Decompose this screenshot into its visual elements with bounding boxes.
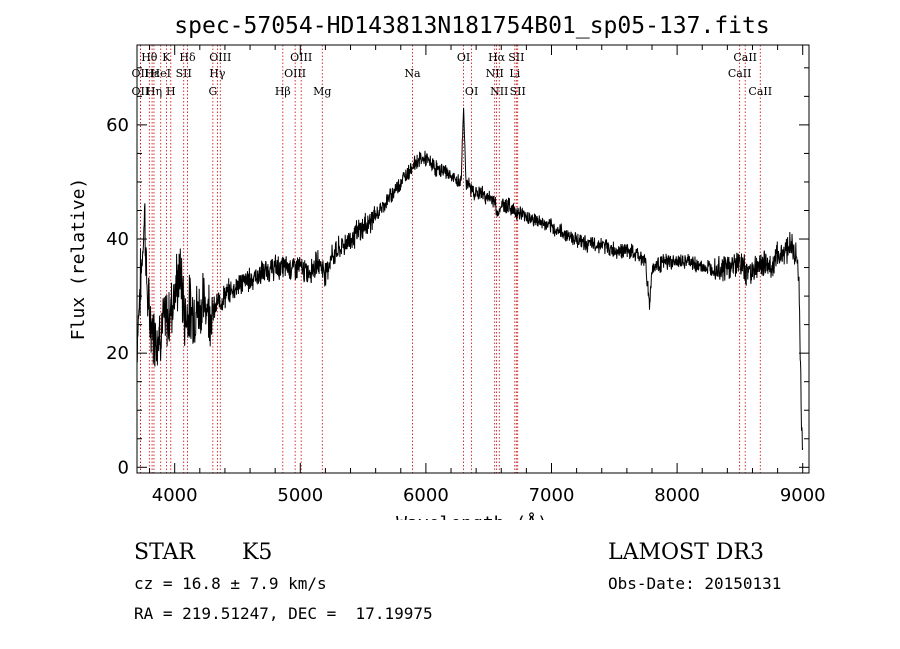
survey-name: LAMOST DR3 — [608, 540, 764, 565]
obs-date: Obs-Date: 20150131 — [608, 574, 782, 593]
line-label-23: Li — [509, 67, 520, 80]
spectrum-line — [136, 107, 804, 450]
subclass: K5 — [242, 540, 273, 565]
line-label-13: OIII — [290, 51, 312, 64]
line-label-28: CaII — [748, 85, 772, 98]
y-tick-label-3: 60 — [106, 115, 129, 136]
line-label-25: SII — [510, 85, 526, 98]
emission-line-markers — [139, 45, 761, 473]
line-label-22: NII — [486, 67, 504, 80]
y-tick-label-2: 40 — [106, 229, 129, 250]
line-label-6: HeI — [151, 67, 171, 80]
line-label-4: Hη — [146, 85, 162, 98]
line-label-3: Hε — [144, 67, 160, 80]
line-label-15: Hβ — [275, 85, 291, 98]
y-axis-label: Flux (relative) — [68, 178, 89, 341]
line-label-8: Hδ — [179, 51, 196, 64]
x-tick-label-4: 8000 — [654, 485, 700, 506]
line-label-0: Hθ — [141, 51, 158, 64]
line-label-1: OII — [132, 67, 150, 80]
line-label-17: Na — [404, 67, 421, 80]
x-tick-label-5: 9000 — [780, 485, 826, 506]
line-label-12: G — [208, 85, 217, 98]
spectrum-chart: spec-57054-HD143813N181754B01_sp05-137.f… — [68, 13, 826, 520]
x-tick-label-1: 5000 — [277, 485, 323, 506]
coordinates: RA = 219.51247, DEC = 17.19975 — [134, 604, 433, 623]
y-tick-label-1: 20 — [106, 343, 129, 364]
x-tick-label-3: 7000 — [529, 485, 575, 506]
line-label-20: Hα — [488, 51, 506, 64]
redshift-readout: cz = 16.8 ± 7.9 km/s — [134, 574, 327, 593]
x-axis-ticks: 4000 5000 6000 7000 8000 9000 — [149, 45, 826, 506]
line-label-14: OIII — [284, 67, 306, 80]
line-label-21: SII — [508, 51, 524, 64]
object-class: STAR — [134, 540, 195, 565]
x-tick-label-2: 6000 — [403, 485, 449, 506]
line-label-2: OII — [132, 85, 150, 98]
line-label-11: Hγ — [209, 67, 226, 80]
line-label-26: CaII — [733, 51, 757, 64]
line-label-27: CaII — [728, 67, 752, 80]
line-label-5: K — [162, 51, 171, 64]
line-label-9: SII — [176, 67, 192, 80]
x-tick-label-0: 4000 — [152, 485, 198, 506]
line-label-19: OI — [465, 85, 478, 98]
line-label-10: OIII — [209, 51, 231, 64]
y-tick-label-0: 0 — [118, 457, 129, 478]
line-label-18: OI — [457, 51, 470, 64]
x-axis-label: Wavelength (Å) — [396, 512, 548, 520]
line-label-16: Mg — [313, 85, 331, 98]
y-axis-ticks: 0 20 40 60 — [106, 67, 809, 478]
plot-frame — [136, 44, 810, 474]
line-label-7: H — [166, 85, 176, 98]
line-label-24: NII — [490, 85, 508, 98]
chart-title: spec-57054-HD143813N181754B01_sp05-137.f… — [174, 13, 769, 39]
